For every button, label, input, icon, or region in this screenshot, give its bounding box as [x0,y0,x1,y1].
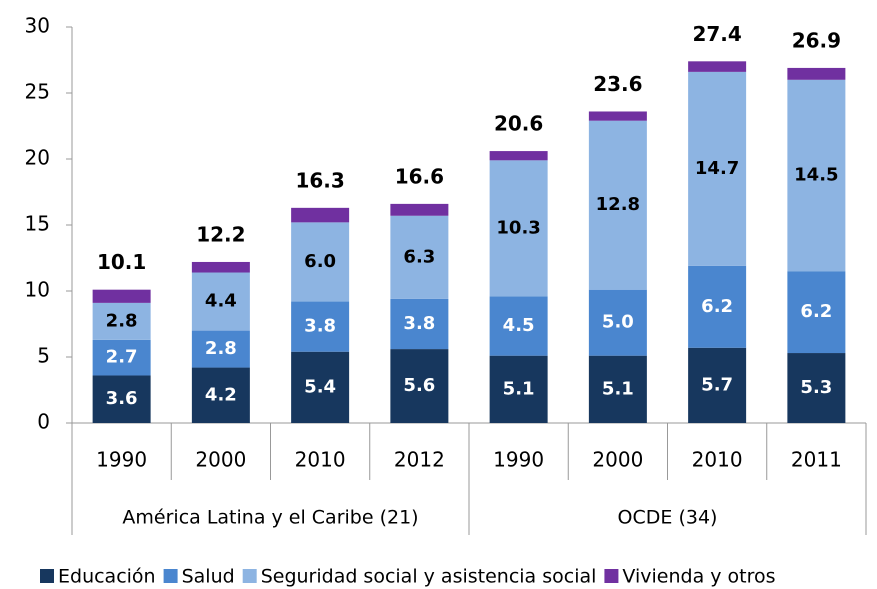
data-label: 6.0 [304,251,336,272]
bar-segment [787,79,846,272]
data-label: 3.6 [106,388,138,409]
data-label: 2.7 [106,347,138,368]
data-label: 4.5 [503,315,535,336]
x-tick-label: 2000 [592,448,643,472]
x-tick-label: 1990 [96,448,147,472]
bar-segment [588,111,647,121]
bar-segment [92,289,151,303]
bar-segment [390,215,449,299]
total-label: 12.2 [196,222,245,246]
legend-label: Vivienda y otros [622,566,775,588]
group-label: OCDE (34) [618,507,718,529]
total-label: 20.6 [494,112,543,136]
data-label: 5.1 [602,378,634,399]
x-tick-label: 2012 [394,448,445,472]
data-label: 12.8 [596,194,640,215]
y-tick-label: 5 [37,344,50,368]
data-label: 2.8 [205,338,237,359]
data-label: 3.8 [304,316,336,337]
bar-segment [390,203,449,216]
x-tick-label: 2000 [195,448,246,472]
y-tick-label: 10 [25,278,50,302]
x-tick-label: 2011 [791,448,842,472]
data-label: 3.8 [403,313,435,334]
y-tick-label: 0 [37,410,50,434]
bar-segment [291,301,350,352]
x-tick-label: 2010 [692,448,743,472]
bar-segment [787,353,846,423]
bar-segment [390,349,449,423]
legend-swatch [242,569,257,583]
bar-segment [588,120,647,290]
data-label: 4.2 [205,384,237,405]
bar-segment [588,355,647,423]
legend-label: Seguridad social y asistencia social [261,566,597,588]
total-label: 26.9 [792,28,841,52]
data-label: 6.3 [403,246,435,267]
bar-segment [92,302,151,340]
y-tick-label: 25 [25,80,50,104]
total-label: 16.6 [395,164,444,188]
legend-swatch [163,569,178,583]
y-tick-label: 20 [25,146,50,170]
bar-segment [688,265,747,348]
bar-segment [787,271,846,354]
legend-label: Salud [182,566,235,588]
group-label: América Latina y el Caribe (21) [122,507,418,529]
bar-segment [489,160,548,297]
data-label: 6.2 [701,296,733,317]
bar-segment [191,367,250,423]
bar-segment [291,207,350,223]
data-label: 4.4 [205,291,237,312]
legend-swatch [604,569,619,583]
total-label: 16.3 [295,168,344,192]
bar-segment [489,296,548,356]
legend-label: Educación [58,566,156,588]
total-label: 10.1 [97,250,146,274]
data-label: 10.3 [496,217,540,238]
data-label: 5.3 [800,377,832,398]
data-label: 5.0 [602,312,634,333]
bar-segment [787,67,846,80]
data-label: 6.2 [800,301,832,322]
legend-swatch [40,569,54,583]
data-label: 14.7 [695,158,739,179]
data-label: 5.7 [701,374,733,395]
bar-segment [688,71,747,266]
data-label: 5.6 [403,375,435,396]
x-tick-label: 1990 [493,448,544,472]
bar-segment [390,298,449,350]
data-label: 14.5 [794,165,838,186]
bar-segment [588,289,647,356]
bar-segment [191,272,250,331]
bar-segment [92,339,151,376]
bar-segment [291,351,350,423]
x-tick-label: 2010 [295,448,346,472]
total-label: 23.6 [593,72,642,96]
bar-segment [191,330,250,368]
bar-segment [92,375,151,423]
data-label: 2.8 [106,310,138,331]
y-tick-label: 30 [25,14,50,38]
bar-segment [688,61,747,72]
bar-segment [688,347,747,423]
data-label: 5.1 [503,378,535,399]
data-label: 5.4 [304,376,336,397]
bar-segment [291,222,350,302]
bar-segment [191,261,250,273]
bar-segment [489,355,548,423]
total-label: 27.4 [692,22,741,46]
y-tick-label: 15 [25,212,50,236]
bar-segment [489,151,548,161]
